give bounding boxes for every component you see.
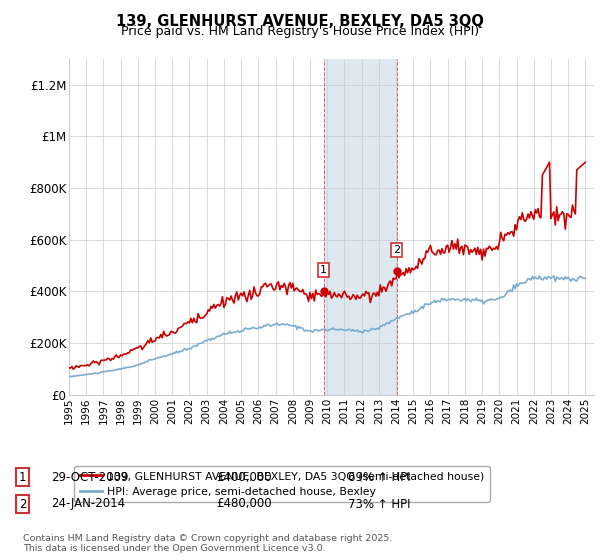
Text: 1: 1 — [19, 470, 26, 484]
Text: 139, GLENHURST AVENUE, BEXLEY, DA5 3QQ: 139, GLENHURST AVENUE, BEXLEY, DA5 3QQ — [116, 14, 484, 29]
Text: Price paid vs. HM Land Registry's House Price Index (HPI): Price paid vs. HM Land Registry's House … — [121, 25, 479, 38]
Text: Contains HM Land Registry data © Crown copyright and database right 2025.
This d: Contains HM Land Registry data © Crown c… — [23, 534, 392, 553]
Text: 1: 1 — [320, 265, 327, 276]
Text: 2: 2 — [19, 497, 26, 511]
Text: 29-OCT-2009: 29-OCT-2009 — [51, 470, 128, 484]
Text: £480,000: £480,000 — [216, 497, 272, 511]
Text: 69% ↑ HPI: 69% ↑ HPI — [348, 470, 410, 484]
Text: 24-JAN-2014: 24-JAN-2014 — [51, 497, 125, 511]
Bar — [324, 59, 397, 395]
Text: 2: 2 — [393, 245, 400, 255]
Text: £400,000: £400,000 — [216, 470, 272, 484]
Text: 73% ↑ HPI: 73% ↑ HPI — [348, 497, 410, 511]
Legend: 139, GLENHURST AVENUE, BEXLEY, DA5 3QQ (semi-detached house), HPI: Average price: 139, GLENHURST AVENUE, BEXLEY, DA5 3QQ (… — [74, 466, 490, 502]
